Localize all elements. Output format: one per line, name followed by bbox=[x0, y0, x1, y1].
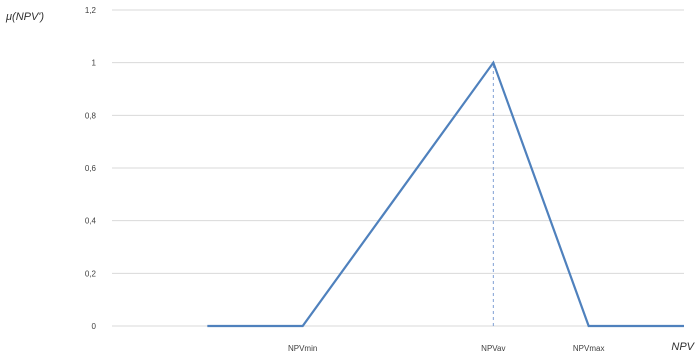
x-tick-label: NPVmax bbox=[573, 344, 605, 353]
y-tick-label: 0,8 bbox=[85, 111, 97, 120]
y-axis-ticks: 0 0,2 0,4 0,6 0,8 1 1,2 bbox=[85, 6, 97, 331]
grid-layer bbox=[112, 9, 684, 327]
x-axis-labels: NPVmin NPVav NPVmax bbox=[288, 344, 604, 353]
y-tick-label: 0,2 bbox=[85, 269, 97, 278]
x-tick-label: NPVav bbox=[481, 344, 505, 353]
y-tick-label: 0,6 bbox=[85, 164, 97, 173]
y-tick-label: 0,4 bbox=[85, 217, 97, 226]
series-line bbox=[207, 60, 684, 328]
y-tick-label: 1,2 bbox=[85, 6, 97, 15]
x-axis-title: NPV bbox=[671, 341, 695, 353]
series-layer bbox=[207, 60, 684, 328]
y-axis-title: μ(NPV') bbox=[5, 11, 44, 23]
y-tick-label: 1 bbox=[92, 59, 97, 68]
x-tick-label: NPVmin bbox=[288, 344, 317, 353]
y-tick-label: 0 bbox=[92, 322, 97, 331]
